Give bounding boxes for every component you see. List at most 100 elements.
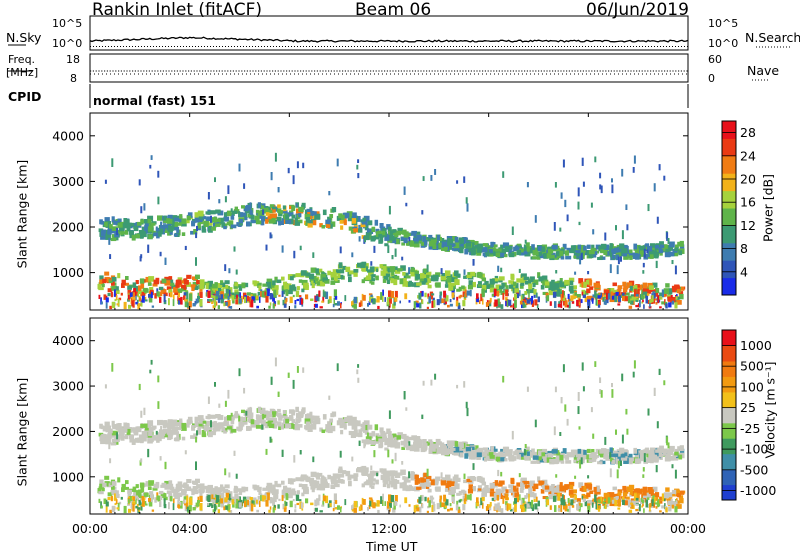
velocity-cell: [451, 440, 457, 446]
velocity-cell: [332, 473, 339, 479]
power-cell: [532, 256, 537, 260]
velocity-cell: [421, 446, 427, 451]
power-cell: [465, 242, 472, 247]
power-cell: [585, 279, 590, 285]
power-cell: [382, 230, 386, 236]
power-cell: [460, 244, 464, 249]
velocity-cell: [361, 497, 364, 505]
power-cell: [541, 246, 546, 250]
power-cell: [458, 239, 464, 244]
power-cell: [604, 244, 610, 250]
velocity-cell: [462, 504, 466, 511]
velocity-cell: [316, 472, 323, 477]
power-cell: [615, 254, 620, 261]
power-cell: [164, 276, 171, 282]
velocity-cell: [514, 449, 519, 454]
velocity-cell: [668, 492, 673, 498]
power-cell: [409, 241, 415, 247]
velocity-cell: [333, 493, 338, 502]
velocity-cell: [679, 445, 684, 452]
velocity-cell: [271, 487, 275, 492]
velocity-cell: [138, 509, 140, 512]
power-cell: [389, 303, 391, 308]
power-cell: [574, 245, 580, 251]
power-cell: [419, 278, 424, 283]
power-cell: [105, 297, 109, 303]
velocity-cell: [389, 435, 393, 441]
velocity-cell: [348, 480, 352, 487]
velocity-cell: [258, 486, 262, 490]
power-cell: [108, 279, 113, 283]
velocity-cell: [609, 494, 616, 500]
velocity-cell: [519, 452, 525, 457]
power-cell: [626, 224, 629, 231]
power-cell: [566, 214, 569, 222]
power-cell: [332, 269, 339, 275]
velocity-cell: [115, 490, 119, 495]
velocity-cell: [626, 486, 633, 492]
power-cell: [453, 246, 458, 251]
velocity-cell: [334, 507, 338, 510]
power-cell: [568, 277, 575, 283]
velocity-cell: [511, 430, 514, 440]
velocity-cell: [120, 496, 123, 500]
power-cell: [640, 293, 643, 298]
power-cell: [443, 290, 446, 298]
velocity-cell: [542, 454, 547, 459]
velocity-colorbar-segment: [722, 438, 736, 455]
power-cell: [137, 292, 140, 298]
power-cell: [564, 300, 568, 308]
power-cell: [283, 281, 288, 287]
power-cell: [394, 232, 399, 238]
power-cell: [629, 255, 633, 260]
power-cell: [312, 252, 315, 258]
power-cell: [228, 268, 231, 274]
velocity-cell: [360, 504, 363, 511]
velocity-cell: [287, 493, 293, 499]
power-cell: [582, 294, 586, 298]
velocity-cell: [339, 473, 345, 478]
power-cell: [333, 289, 338, 298]
power-cell: [210, 215, 212, 223]
velocity-cell: [600, 496, 603, 502]
velocity-cell: [560, 460, 565, 464]
power-cell: [258, 282, 262, 286]
x-tick-label: 20:00: [570, 521, 606, 536]
velocity-cell: [564, 454, 570, 460]
power-cell: [336, 158, 339, 167]
velocity-cell: [399, 482, 404, 489]
power-cell: [113, 289, 116, 297]
velocity-cell: [676, 500, 681, 504]
power-cell: [670, 295, 673, 298]
power-cell: [600, 292, 603, 298]
power-cell: [386, 297, 390, 305]
power-cell: [357, 159, 360, 164]
velocity-cell: [273, 504, 276, 508]
velocity-cell: [117, 423, 122, 427]
power-cell: [523, 244, 526, 252]
power-cell: [523, 276, 530, 281]
velocity-cell: [426, 468, 429, 477]
power-cell: [276, 216, 282, 221]
velocity-cell: [600, 390, 603, 398]
power-cell: [315, 303, 318, 308]
power-cell: [140, 300, 144, 303]
velocity-cell: [168, 480, 173, 484]
velocity-cell: [255, 424, 262, 429]
x-tick-label: 12:00: [371, 521, 407, 536]
power-cell: [486, 300, 489, 304]
power-cell: [197, 292, 200, 299]
power-cell: [497, 265, 500, 272]
power-cell: [583, 245, 587, 251]
power-cell: [370, 298, 374, 303]
velocity-cell: [529, 502, 533, 506]
power-cell: [466, 274, 472, 279]
velocity-cell: [438, 446, 445, 453]
beam-title: Beam 06: [355, 0, 432, 20]
power-cell: [194, 212, 199, 219]
velocity-cell: [161, 482, 167, 488]
velocity-cell: [617, 456, 621, 462]
power-cell: [595, 299, 600, 306]
velocity-cell: [553, 487, 560, 493]
power-cell: [660, 244, 665, 249]
